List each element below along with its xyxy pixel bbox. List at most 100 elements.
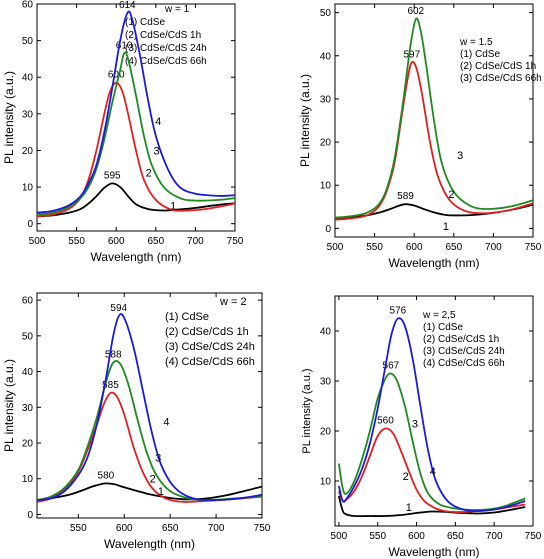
peak-label: 576 xyxy=(390,306,407,317)
series-line-3 xyxy=(335,17,533,219)
x-tick-label: 600 xyxy=(108,236,125,247)
y-axis-label: PL intensity (a.u.) xyxy=(301,368,313,453)
chart-panel-top-left: PL intensity (a.u.) Wavelength (nm) w = … xyxy=(2,0,244,264)
legend-title: w = 1.5 xyxy=(459,37,493,48)
legend-title: w = 1 xyxy=(164,4,190,15)
x-tick-label: 650 xyxy=(447,531,464,542)
x-tick-label: 600 xyxy=(408,531,425,542)
y-tick-label: 0 xyxy=(325,224,331,235)
curve-number-label: 2 xyxy=(150,474,156,486)
legend-title: w = 2,5 xyxy=(422,310,456,321)
legend-entry: (3) CdSe/CdS 66h xyxy=(460,73,542,84)
peak-label: 585 xyxy=(102,380,119,391)
x-axis-label: Wavelength (nm) xyxy=(104,537,195,551)
y-axis-label: PL intensity (a.u.) xyxy=(2,359,16,452)
y-tick-label: 10 xyxy=(22,474,34,485)
series-line-3 xyxy=(37,51,235,216)
y-tick-label: 0 xyxy=(27,510,33,521)
curve-number-label: 1 xyxy=(170,200,176,212)
peak-label: 597 xyxy=(403,49,420,60)
curve-number-label: 4 xyxy=(430,466,436,478)
legend-entry: (3) CdSe/CdS 24h xyxy=(423,346,505,357)
curve-number-label: 3 xyxy=(412,419,418,431)
legend-entry: (1) CdSe xyxy=(460,49,500,60)
x-tick-label: 650 xyxy=(147,236,164,247)
x-tick-label: 700 xyxy=(486,531,503,542)
series-line-3 xyxy=(338,372,526,511)
curve-number-label: 2 xyxy=(403,471,409,483)
y-tick-label: 30 xyxy=(320,377,332,388)
curve-number-label: 1 xyxy=(158,486,164,498)
y-tick-label: 20 xyxy=(22,146,34,157)
curve-number-label: 4 xyxy=(163,417,169,429)
x-axis-label: Wavelength (nm) xyxy=(91,250,182,264)
chart-panel-top-right: PL intensity (a.u.) Wavelength (nm) w = … xyxy=(298,3,542,270)
peak-label: 594 xyxy=(110,303,127,314)
legend-entry: (1) CdSe xyxy=(165,311,209,323)
legend-entry: (4) CdSe/CdS 66h xyxy=(165,356,255,368)
series-line-4 xyxy=(37,313,262,502)
legend-entry: (4) CdSe/CdS 66h xyxy=(125,56,207,67)
series-line-2 xyxy=(335,61,533,221)
y-tick-label: 30 xyxy=(320,94,332,105)
curve-number-label: 2 xyxy=(448,189,454,201)
x-axis-label: Wavelength (nm) xyxy=(389,256,480,270)
legend-entry: (3) CdSe/CdS 24h xyxy=(125,43,207,54)
chart-panel-bottom-left: PL intensity (a.u.) Wavelength (nm) w = … xyxy=(2,292,271,551)
chart-panel-bottom-right: PL intensity (a.u.) Wavelength (nm) w = … xyxy=(301,295,542,559)
x-tick-label: 600 xyxy=(116,523,133,534)
legend-entry: (4) CdSe/CdS 66h xyxy=(423,358,505,369)
legend-title: w = 2 xyxy=(219,296,247,308)
y-axis-label: PL intensity (a.u.) xyxy=(298,74,312,167)
y-tick-label: 50 xyxy=(320,8,332,19)
y-tick-label: 10 xyxy=(22,183,34,194)
x-tick-label: 550 xyxy=(70,523,87,534)
y-tick-label: 40 xyxy=(320,51,332,62)
peak-label: 588 xyxy=(105,350,122,361)
y-tick-label: 10 xyxy=(320,181,332,192)
peak-label: 610 xyxy=(116,40,133,51)
x-tick-label: 700 xyxy=(485,242,502,253)
series-line-1 xyxy=(37,182,235,218)
series-line-2 xyxy=(37,81,235,218)
peak-label: 602 xyxy=(407,6,424,17)
x-tick-label: 650 xyxy=(445,242,462,253)
x-tick-label: 750 xyxy=(525,242,542,253)
legend-entry: (2) CdSe/CdS 1h xyxy=(165,326,249,338)
series-line-1 xyxy=(37,482,262,501)
x-tick-label: 650 xyxy=(162,523,179,534)
plot-frame xyxy=(334,3,534,238)
y-tick-label: 60 xyxy=(22,296,34,307)
y-tick-label: 40 xyxy=(22,367,34,378)
y-tick-label: 60 xyxy=(22,0,34,11)
y-tick-label: 40 xyxy=(22,73,34,84)
legend-entry: (2) CdSe/CdS 1h xyxy=(125,30,201,41)
curve-number-label: 1 xyxy=(443,221,449,233)
legend-entry: (1) CdSe xyxy=(423,322,463,333)
y-tick-label: 30 xyxy=(22,403,34,414)
series-line-4 xyxy=(37,10,235,214)
plot-frame xyxy=(36,292,263,519)
plot-frame xyxy=(334,295,534,527)
plot-frame xyxy=(36,3,236,232)
legend-entry: (1) CdSe xyxy=(125,17,165,28)
y-tick-label: 20 xyxy=(22,439,34,450)
x-tick-label: 600 xyxy=(406,242,423,253)
peak-label: 589 xyxy=(397,191,414,202)
x-tick-label: 550 xyxy=(68,236,85,247)
curve-number-label: 4 xyxy=(155,116,161,128)
peak-label: 560 xyxy=(377,416,394,427)
peak-label: 614 xyxy=(119,0,136,11)
y-tick-label: 20 xyxy=(320,427,332,438)
y-tick-label: 0 xyxy=(27,219,33,230)
series-line-1 xyxy=(338,495,526,518)
x-tick-label: 700 xyxy=(208,523,225,534)
x-axis-label: Wavelength (nm) xyxy=(389,545,480,559)
peak-label: 580 xyxy=(98,470,115,481)
y-axis-label: PL intensity (a.u.) xyxy=(2,71,16,164)
peak-label: 600 xyxy=(108,70,125,81)
x-tick-label: 550 xyxy=(366,242,383,253)
legend-entry: (2) CdSe/CdS 1h xyxy=(423,334,499,345)
y-tick-label: 30 xyxy=(22,109,34,120)
